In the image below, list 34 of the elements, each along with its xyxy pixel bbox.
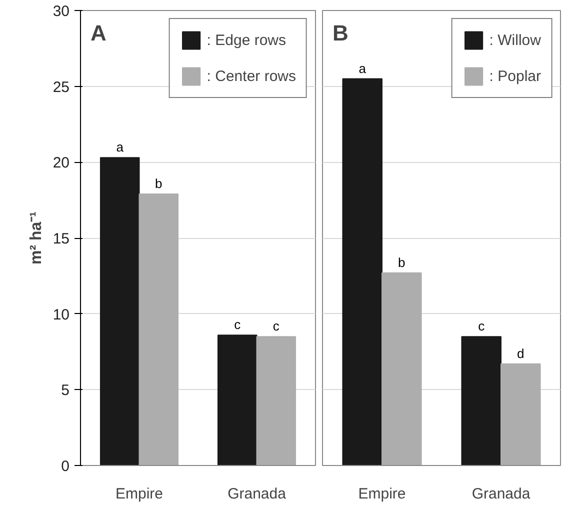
data-label: c: [234, 317, 242, 332]
bar: [217, 334, 258, 466]
data-label: d: [517, 346, 524, 361]
y-tick-label: 20: [52, 154, 70, 172]
y-tick-label: 10: [52, 306, 70, 324]
text: B: [332, 20, 348, 46]
x-tick-label: Granada: [472, 486, 531, 502]
y-tick-label: 15: [52, 230, 70, 248]
legend-label: : Edge rows: [206, 32, 286, 48]
bar: [382, 272, 422, 466]
legend-label: : Poplar: [489, 68, 541, 84]
data-label: b: [398, 254, 406, 270]
y-axis-title: m² ha⁻¹: [28, 212, 45, 264]
x-tick-label: Empire: [358, 486, 406, 502]
bar: [342, 78, 382, 466]
data-label: c: [478, 318, 486, 334]
bar: [256, 336, 296, 466]
bar: [500, 363, 541, 466]
legend-label: : Willow: [489, 32, 541, 48]
x-tick-label: Empire: [115, 486, 164, 502]
y-tick-label: 5: [61, 382, 70, 400]
bar: [100, 157, 140, 466]
bar: [461, 336, 502, 466]
x-tick-label: Granada: [228, 486, 287, 502]
y-tick-label: 0: [61, 458, 70, 475]
bar: [138, 194, 179, 466]
data-label: c: [272, 318, 280, 334]
legend-label: : Center rows: [206, 68, 296, 84]
data-label: a: [358, 60, 367, 76]
y-tick-label: 25: [52, 78, 70, 96]
y-tick-label: 30: [52, 3, 70, 20]
data-label: a: [116, 140, 124, 155]
text: A: [90, 20, 106, 46]
data-label: b: [155, 176, 162, 192]
